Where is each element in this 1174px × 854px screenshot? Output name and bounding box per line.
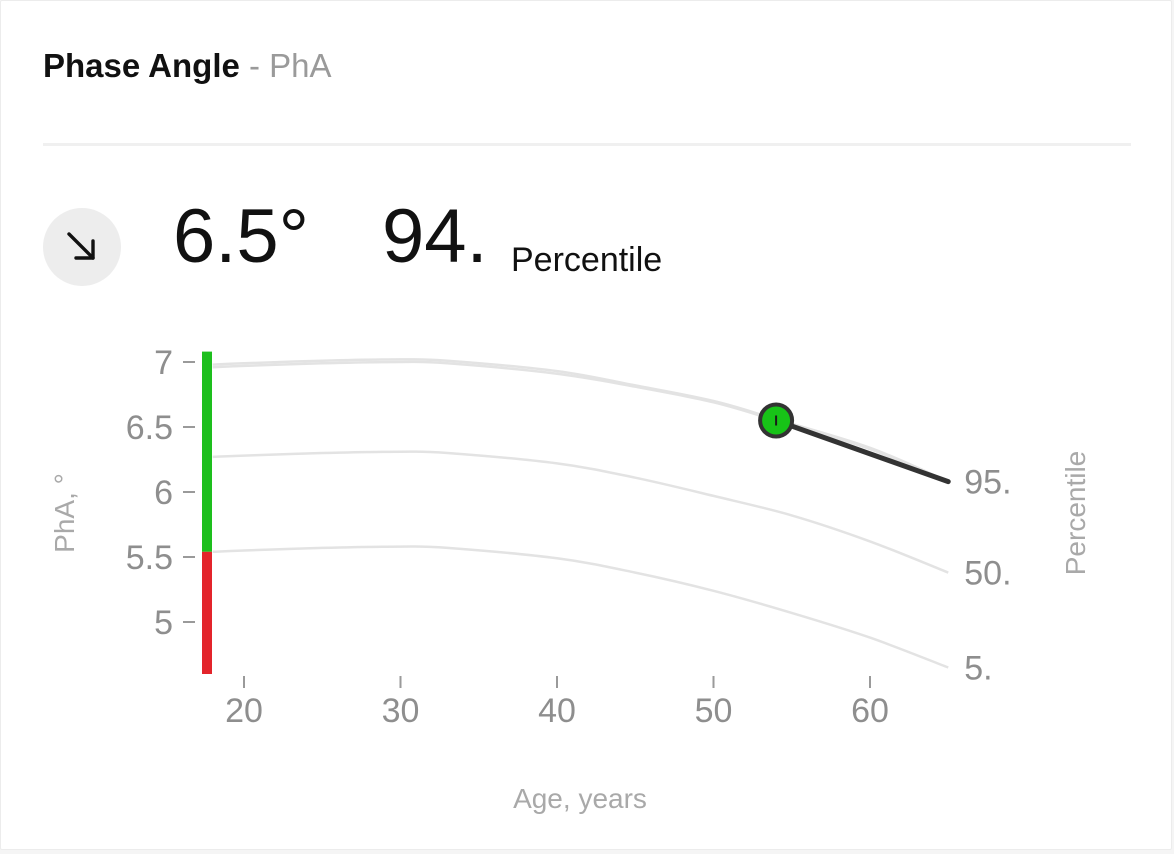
trend-button[interactable] (43, 208, 121, 286)
percentile-label-95: 95. (964, 464, 1011, 502)
arrow-down-right-icon (67, 232, 95, 260)
reference-curve-95 (212, 358, 949, 483)
reference-band (202, 351, 212, 674)
percentile-curve-labels: 95. 50. 5. (964, 464, 1011, 688)
reference-band-healthy (202, 351, 212, 552)
y-tick-label-6: 6 (154, 474, 173, 512)
trend-line (773, 418, 951, 485)
y-axis-title: PhA, ° (49, 473, 80, 553)
header-divider (43, 143, 1131, 146)
x-tick-label-40: 40 (538, 692, 576, 730)
reference-curve-aux1 (212, 360, 949, 485)
trend-series (758, 402, 951, 485)
percentile-value: 94. (382, 194, 488, 279)
card-subtitle: - PhA (249, 47, 332, 84)
percentile-label-50: 50. (964, 555, 1011, 593)
reference-curves (212, 358, 949, 669)
reference-band-risk (202, 551, 212, 674)
x-tick-label-60: 60 (851, 692, 889, 730)
card-header: Phase Angle - PhA (43, 47, 332, 85)
y-axis: 5 5.5 6 6.5 7 (126, 344, 195, 642)
y-tick-label-5.5: 5.5 (126, 539, 173, 577)
percentile-label-5: 5. (964, 650, 992, 688)
percentile-label: Percentile (511, 241, 663, 279)
x-tick-label-30: 30 (382, 692, 420, 730)
x-axis-title: Age, years (513, 783, 647, 814)
reference-curve-50 (212, 450, 949, 574)
y-tick-label-5: 5 (154, 604, 173, 642)
percentile-axis-title: Percentile (1060, 451, 1091, 576)
phase-angle-value: 6.5° (173, 194, 310, 279)
reference-curve-5 (212, 545, 949, 669)
x-tick-label-20: 20 (225, 692, 263, 730)
y-tick-label-6.5: 6.5 (126, 409, 173, 447)
card-title: Phase Angle (43, 47, 240, 84)
x-axis: 20 30 40 50 60 (225, 676, 889, 730)
x-tick-label-50: 50 (695, 692, 733, 730)
y-tick-label-7: 7 (154, 344, 173, 382)
